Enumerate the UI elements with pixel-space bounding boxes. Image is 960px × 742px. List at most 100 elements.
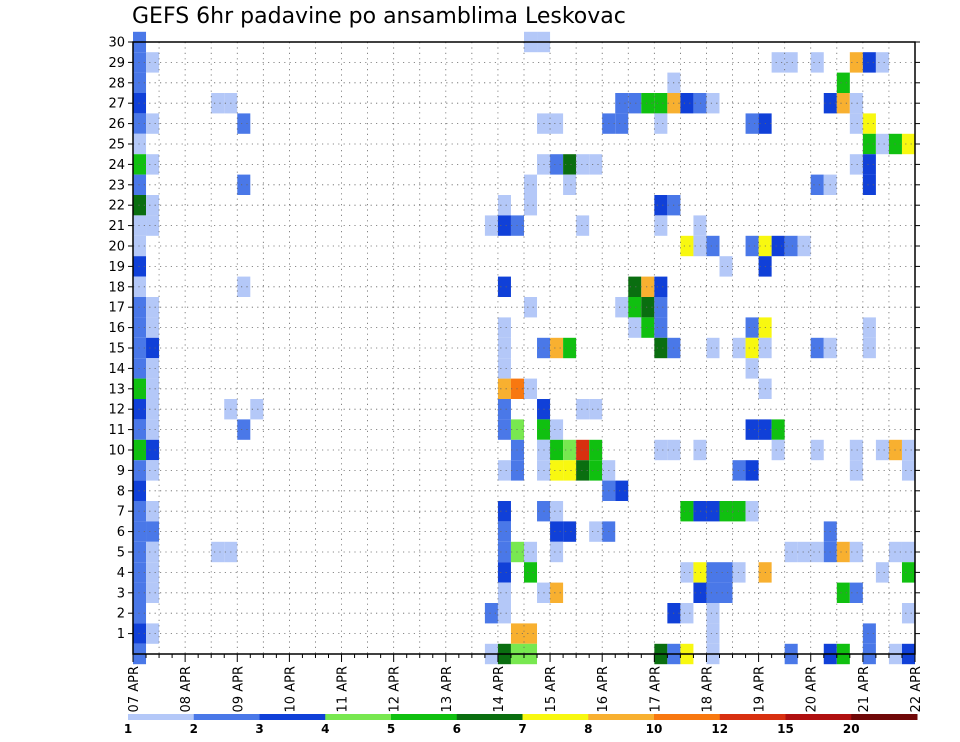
data-cell [693,582,707,603]
data-cell [524,541,538,563]
y-tick-label: 13 [108,382,125,397]
x-tick-label: 15 APR [544,666,559,712]
data-cell [654,317,668,338]
legend-swatch [391,714,458,720]
data-cell [706,582,720,603]
y-axis: 1234567891011121314151617181920212223242… [108,36,920,642]
y-tick-label: 10 [108,444,125,459]
legend-swatch [325,714,392,720]
data-cell [862,113,876,134]
data-cell [550,460,564,481]
data-cell [146,378,160,399]
data-cell [849,582,863,603]
y-tick-label: 15 [108,342,125,357]
data-cell [497,541,511,563]
data-cell [901,562,915,583]
data-cell [680,501,694,522]
data-cell [550,113,564,134]
y-tick-label: 30 [108,36,125,51]
data-cell [862,174,876,195]
data-cell [875,562,889,583]
y-tick-label: 27 [108,97,125,112]
data-cell [497,582,511,603]
data-cell [146,215,160,236]
data-cell [862,623,876,644]
y-tick-label: 1 [117,627,125,642]
data-cell [901,541,915,563]
x-axis: 07 APR 08 APR 09 APR 10 APR 11 APR 12 APR 13 A… [127,654,924,712]
y-tick-label: 26 [108,117,125,132]
data-cell [680,235,694,257]
data-cell [484,215,498,236]
legend-swatch [522,714,589,720]
data-cell [628,93,642,114]
data-cell [146,521,160,542]
data-cell [146,297,160,318]
legend: 1 2 3 4 5 6 7 8 10 12 15 20 [124,714,918,736]
data-cell [589,460,603,481]
data-cell [589,439,603,461]
data-cell [784,541,798,563]
data-cell [706,337,720,359]
data-cell [732,460,746,481]
data-cell [875,133,889,155]
x-tick-label: 17 APR [648,666,663,712]
y-tick-label: 6 [117,525,125,540]
data-cell [810,439,824,461]
legend-swatch [193,714,260,720]
x-tick-label: 08 APR [179,666,194,712]
legend-label: 4 [321,722,329,736]
data-cell [693,93,707,114]
data-cell [146,439,160,461]
data-cell [810,337,824,359]
y-tick-label: 11 [108,423,125,438]
data-cell [693,439,707,461]
y-tick-label: 29 [108,56,125,71]
y-tick-label: 19 [108,260,125,275]
data-cell [524,174,538,195]
legend-label: 10 [646,722,663,736]
data-cell [849,93,863,114]
data-cell [237,174,251,195]
y-tick-label: 18 [108,280,125,295]
data-cell [524,195,538,216]
y-tick-label: 22 [108,199,125,214]
legend-label: 6 [453,722,461,736]
data-cell [745,501,759,522]
data-cell [875,52,889,73]
data-cell [237,276,251,297]
data-cell [771,52,785,73]
data-cell [797,235,811,257]
data-cell [576,439,590,461]
legend-swatch [259,714,326,720]
data-cell [849,439,863,461]
legend-swatch [851,714,918,720]
data-cell [615,93,629,114]
x-tick-label: 21 APR [857,666,872,712]
data-cell [237,419,251,440]
data-cell [497,501,511,522]
y-tick-label: 12 [108,403,125,418]
data-cell [680,93,694,114]
data-cell [849,154,863,175]
legend-swatch [128,714,195,720]
data-cell [719,562,733,583]
data-cell [497,358,511,379]
data-cell [654,337,668,359]
data-cell [706,501,720,522]
data-cell [524,562,538,583]
y-tick-label: 9 [117,464,125,479]
data-cell [693,562,707,583]
data-cell [563,337,577,359]
legend-label: 20 [843,722,860,736]
data-cell [146,52,160,73]
data-cell [771,235,785,257]
y-tick-label: 17 [108,301,125,316]
data-cell [693,215,707,236]
data-cell [550,154,564,175]
data-cell [576,399,590,420]
data-cell [901,460,915,481]
data-cell [550,582,564,603]
data-cell [550,337,564,359]
data-cell [706,603,720,624]
